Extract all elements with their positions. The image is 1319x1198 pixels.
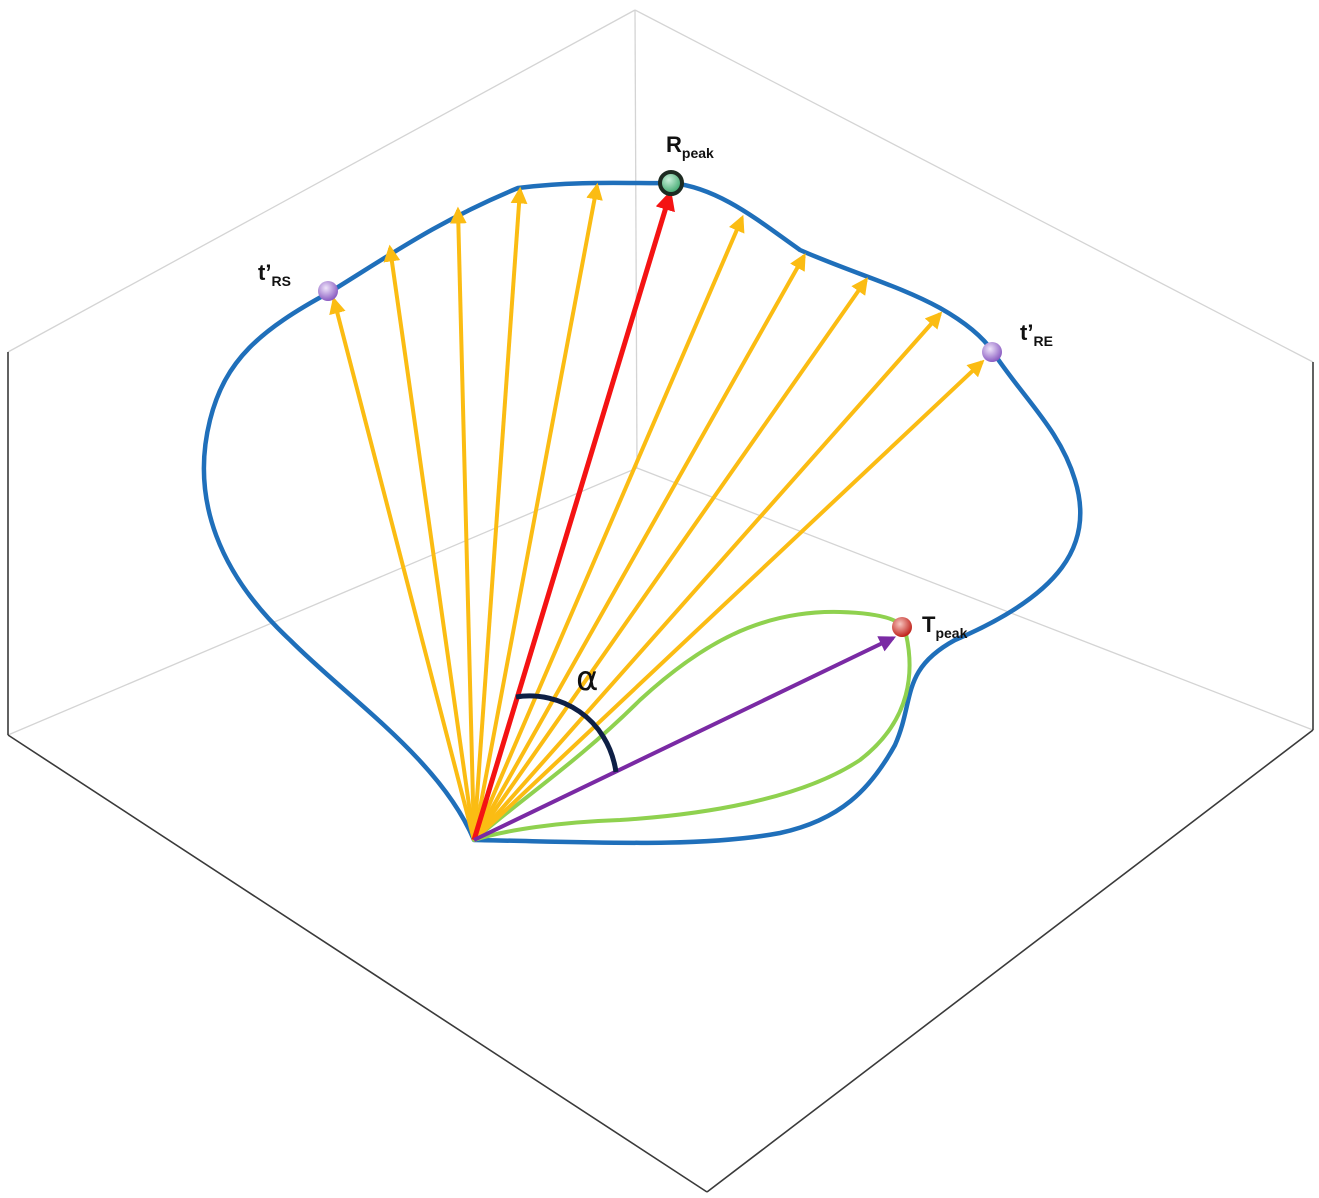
- r-peak-marker: [660, 172, 682, 194]
- t-re-label: t’RE: [1020, 320, 1053, 349]
- t-rs-marker: [318, 281, 338, 301]
- front-edge-floor-left: [8, 735, 707, 1192]
- back-edge-top-right: [635, 10, 1313, 362]
- r-vector-9: [474, 280, 866, 840]
- t-peak-marker: [892, 617, 912, 637]
- box-back-edges: [8, 10, 1313, 735]
- r-peak-label: Rpeak: [666, 132, 714, 161]
- t-peak-vector: [474, 638, 893, 840]
- r-vector-8: [474, 256, 804, 840]
- r-vector-4: [474, 190, 520, 840]
- front-edge-floor-right: [707, 730, 1313, 1192]
- back-edge-floor-right: [637, 468, 1313, 730]
- r-vector-10: [474, 314, 940, 840]
- t-re-marker: [982, 342, 1002, 362]
- r-vector-1: [334, 300, 474, 840]
- back-edge-vertical: [635, 10, 637, 468]
- angle-alpha-label: α: [576, 659, 598, 699]
- back-edge-top-left: [8, 10, 635, 352]
- t-peak-label: Tpeak: [922, 612, 968, 641]
- r-peak-vector: [474, 194, 670, 840]
- t-rs-label: t’RS: [258, 260, 291, 289]
